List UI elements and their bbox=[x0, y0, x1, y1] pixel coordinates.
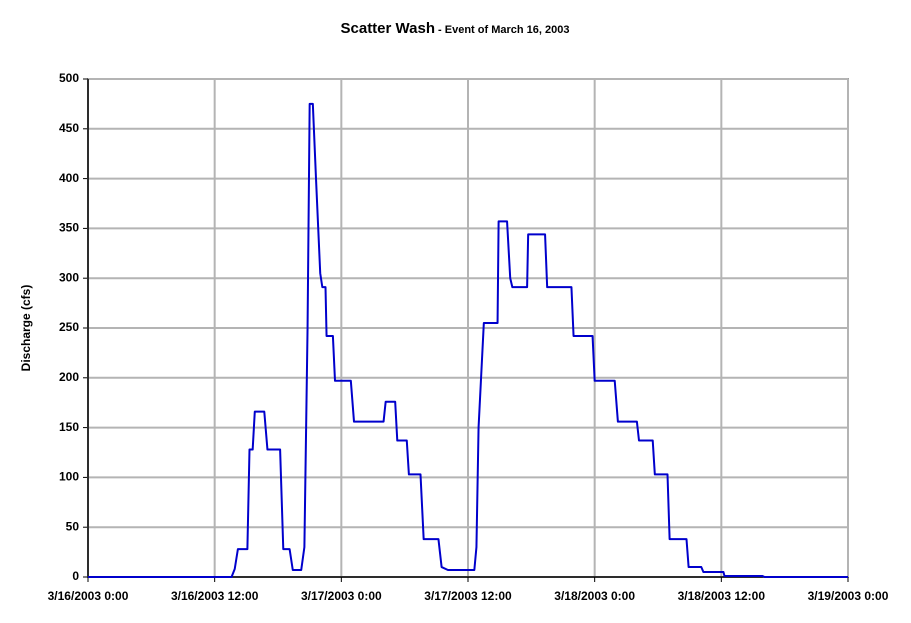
y-tick-label: 400 bbox=[59, 171, 79, 185]
title: Scatter Wash bbox=[341, 20, 435, 37]
y-tick-label: 100 bbox=[59, 470, 79, 484]
x-tick-label: 3/16/2003 0:00 bbox=[48, 589, 129, 603]
y-tick-label: 300 bbox=[59, 270, 79, 284]
y-tick-label: 0 bbox=[72, 569, 79, 583]
y-tick-label: 250 bbox=[59, 320, 79, 334]
chart-title: Scatter Wash - Event of March 16, 2003 bbox=[341, 20, 570, 37]
y-tick-label: 150 bbox=[59, 420, 79, 434]
y-axis-label: Discharge (cfs) bbox=[19, 285, 33, 372]
data-line bbox=[88, 102, 848, 578]
subtitle: - Event of March 16, 2003 bbox=[435, 24, 570, 36]
x-tick-label: 3/19/2003 0:00 bbox=[808, 589, 889, 603]
x-tick-label: 3/17/2003 0:00 bbox=[301, 589, 382, 603]
x-tick-label: 3/18/2003 0:00 bbox=[554, 589, 635, 603]
x-tick-label: 3/16/2003 12:00 bbox=[171, 589, 259, 603]
y-tick-label: 50 bbox=[66, 519, 80, 533]
y-tick-label: 450 bbox=[59, 121, 79, 135]
x-tick-label: 3/17/2003 12:00 bbox=[424, 589, 512, 603]
y-tick-label: 200 bbox=[59, 370, 79, 384]
x-tick-label: 3/18/2003 12:00 bbox=[678, 589, 766, 603]
y-tick-label: 350 bbox=[59, 221, 79, 235]
y-tick-label: 500 bbox=[59, 71, 79, 85]
